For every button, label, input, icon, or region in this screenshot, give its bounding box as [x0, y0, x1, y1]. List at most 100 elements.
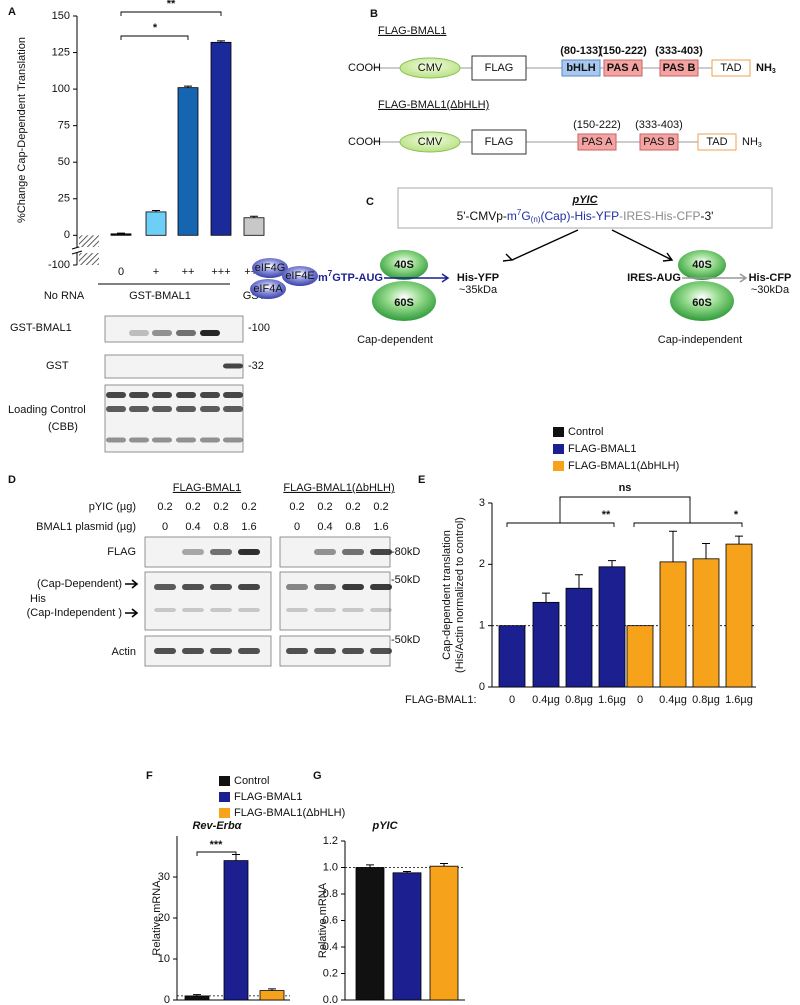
blot-band: [182, 584, 204, 590]
blot-band: [152, 437, 172, 443]
blot-band: [106, 392, 126, 398]
tag-box: [471, 55, 527, 81]
domain-label: PAS B: [663, 62, 696, 74]
cell: 0.2: [157, 501, 172, 513]
x-tick-label: +: [153, 266, 159, 278]
blot-band: [210, 549, 232, 555]
error-bar: [542, 592, 550, 603]
size-marker: -32: [248, 360, 264, 372]
legend-swatch: [219, 792, 230, 802]
blot-band: [286, 584, 308, 590]
panel-label: F: [146, 770, 153, 782]
terminus: COOH: [348, 62, 381, 74]
bar: [725, 543, 753, 688]
significance-bracket: [506, 522, 615, 527]
domain-label: bHLH: [566, 62, 595, 74]
blot-band: [238, 584, 260, 590]
y-tick-label: -100: [48, 259, 70, 271]
error-bar: [608, 560, 616, 567]
y-tick-label: 0: [164, 994, 170, 1005]
y-axis-title: %Change Cap-Dependent Translation: [16, 37, 28, 223]
y-tick-label: 125: [52, 46, 70, 58]
start-label: IRES-AUG: [627, 272, 681, 284]
blot-band: [106, 406, 126, 412]
y-tick-label: 2: [479, 558, 485, 570]
significance-label: ***: [210, 839, 224, 851]
blot-band: [152, 406, 172, 412]
legend-swatch: [219, 808, 230, 818]
cell: 1.6: [241, 521, 256, 533]
ribosome-large: [670, 281, 734, 321]
factor-label: eIF4E: [285, 270, 314, 282]
x-tick-label: 0: [509, 694, 515, 706]
terminus-text: NH: [742, 136, 758, 148]
y-tick-label: 1.2: [323, 835, 338, 847]
blot-band: [200, 330, 220, 336]
error-bar: [184, 85, 192, 88]
blot-band: [129, 392, 149, 398]
bar: [626, 625, 654, 688]
legend-swatch: [219, 776, 230, 786]
x-tick-label: ++: [182, 266, 195, 278]
error-bar: [117, 232, 125, 234]
start-label: m7GTP-AUG: [318, 269, 383, 284]
blot-band: [342, 648, 364, 654]
start-part: 7: [328, 269, 333, 278]
blot-label: Actin: [112, 646, 136, 658]
cell: 0.2: [317, 501, 332, 513]
error-bar: [440, 863, 448, 867]
blot-band: [176, 392, 196, 398]
y-tick-label: 0.4: [323, 941, 338, 953]
domain-label: PAS A: [607, 62, 639, 74]
domain-box: [561, 59, 601, 77]
terminus-sub: 3: [772, 68, 776, 75]
pathway-caption: Cap-independent: [658, 334, 742, 346]
bar: [110, 233, 132, 236]
significance-label: **: [167, 0, 176, 10]
blot-band: [314, 648, 336, 654]
chart-title: Rev-Erbα: [192, 820, 242, 832]
blot-band: [370, 608, 392, 612]
bar: [498, 625, 526, 688]
x-tick-label: 0.4µg: [659, 694, 687, 706]
blot-label: GST-BMAL1: [10, 322, 72, 334]
bar: [429, 865, 459, 1001]
axis-break: [71, 250, 83, 255]
ribosome-small: [380, 250, 428, 280]
domain-box: [603, 59, 643, 77]
blot-frame: [144, 571, 272, 631]
sequence-part: 7: [517, 208, 522, 217]
y-tick-label: 3: [479, 497, 485, 509]
domain-box: [711, 59, 751, 77]
blot-band: [176, 406, 196, 412]
error-bar: [268, 988, 276, 991]
x-tick-label: 1.6µg: [598, 694, 626, 706]
bar: [392, 872, 422, 1001]
y-tick-label: 50: [58, 156, 70, 168]
legend-label: FLAG-BMAL1(ΔbHLH): [234, 807, 345, 819]
sequence-part: -IRES-His-CFP: [619, 209, 700, 223]
sequence-part: 5'-CMVp-: [457, 209, 507, 223]
bar: [223, 860, 249, 1001]
error-bar: [702, 542, 710, 559]
factor-label: eIF4A: [253, 283, 283, 295]
terminus-sub: 3: [758, 142, 762, 149]
y-tick-label: 1: [479, 620, 485, 632]
domain-label: PAS B: [643, 136, 675, 148]
y-axis-title: Relative mRNA: [317, 882, 329, 958]
initiation-factor: [252, 258, 288, 278]
domain-box: [577, 133, 617, 151]
blot-label: (Cap-Independent ): [27, 607, 122, 619]
error-bar: [366, 864, 374, 868]
y-tick-label: 20: [158, 912, 170, 924]
chart-title: pYIC: [371, 820, 398, 832]
significance-label: *: [153, 22, 158, 34]
significance-bracket: [559, 497, 691, 523]
blot-label: Loading Control: [8, 404, 86, 416]
blot-band: [370, 549, 392, 555]
blot-band: [286, 608, 308, 612]
blot-band: [314, 584, 336, 590]
y-tick-label: 0.8: [323, 888, 338, 900]
legend-swatch: [553, 444, 564, 454]
